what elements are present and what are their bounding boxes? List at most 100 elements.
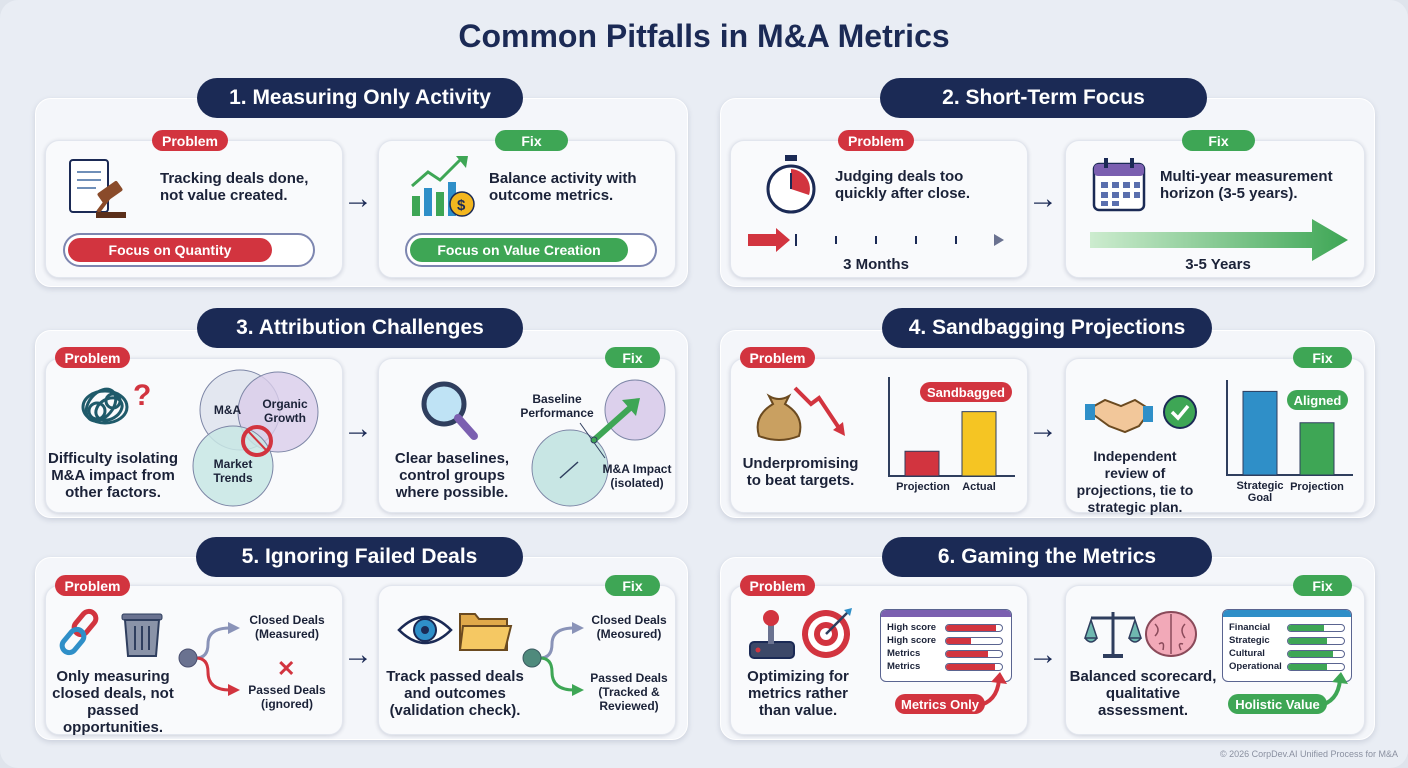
bar-projection [1299,422,1335,476]
fix-badge: Fix [605,575,660,596]
venn-label-market: Market Trends [213,457,253,485]
problem-badge: Problem [152,130,228,151]
problem-text: Difficulty isolating M&A impact from oth… [48,450,179,501]
bar-strategic-goal [1242,390,1278,476]
document-gavel-icon [69,159,126,218]
fix-text: Independent review of projections, tie t… [1076,448,1194,515]
joystick-target-icon [749,608,852,659]
problem-text: Only measuring closed deals, not passed … [52,668,174,736]
score-track [945,649,1003,658]
venn-label-organic: Organic Growth [262,397,308,425]
fix-text: Balanced scorecard, qualitative assessme… [1069,668,1217,719]
fix-badge: Fix [1293,575,1352,596]
score-label: Metrics [887,661,921,672]
score-row: Cultural [1223,647,1351,660]
section-3-title: 3. Attribution Challenges [197,308,523,348]
problem-badge: Problem [55,575,130,596]
growth-chart-dollar-icon: $ [411,156,475,217]
score-fill [946,663,996,670]
footer-copyright: © 2026 CorpDev.AI Unified Process for M&… [1219,749,1398,759]
money-bag-down-icon [756,386,845,441]
fix-text: Track passed deals and outcomes (validat… [386,668,524,719]
score-row: Metrics [881,660,1011,673]
section-2-title: 2. Short-Term Focus [880,78,1207,118]
score-fill [1288,624,1325,631]
fix-badge: Fix [495,130,568,151]
score-fill [946,650,988,657]
score-track [945,662,1003,671]
arrow-right-icon: → [1028,412,1058,445]
score-label: Cultural [1229,648,1265,659]
metrics-only-tag: Metrics Only [895,694,985,714]
baseline-impact-diagram [531,379,666,507]
bar-actual [961,411,997,477]
score-label: High score [887,635,937,646]
problem-badge: Problem [838,130,914,151]
score-label: Metrics [887,648,921,659]
arrow-right-icon: → [343,638,373,671]
arrow-right-icon: → [343,412,373,445]
closed-deals-label: Closed Deals (Measured) [249,613,325,641]
score-track [945,636,1003,645]
bar-projection [904,450,940,477]
score-row: Financial [1223,621,1351,634]
score-fill [1288,637,1328,644]
scales-brain-icon [1083,611,1197,658]
score-label: Strategic [1229,635,1270,646]
score-label: Operational [1229,661,1282,672]
arrow-right-icon: → [343,182,373,215]
bar-label: Projection [1290,481,1344,493]
fix-badge: Fix [1293,347,1352,368]
score-track [1287,636,1345,645]
tangle-question-icon: ? [81,379,151,425]
quantity-bar-fill: Focus on Quantity [68,238,272,262]
problem-text: Underpromising to beat targets. [742,455,859,489]
section-6-title: 6. Gaming the Metrics [882,537,1212,577]
arrow-right-icon: → [1028,638,1058,671]
score-row: High score [881,634,1011,647]
score-label: High score [887,622,937,633]
passed-deals-label: Passed Deals (Tracked & Reviewed) [590,671,668,713]
timeline-label: 3-5 Years [1185,256,1251,273]
x-mark-icon: ✕ [277,656,296,681]
stopwatch-icon [766,155,816,214]
svg-text:$: $ [457,197,466,214]
fix-badge: Fix [1182,130,1255,151]
score-track [945,623,1003,632]
score-track [1287,649,1345,658]
score-row: Operational [1223,660,1351,673]
impact-label: M&A Impact (isolated) [602,462,672,490]
calendar-icon [1092,158,1146,212]
score-row: Metrics [881,647,1011,660]
value-bar-fill: Focus on Value Creation [410,238,628,262]
venn-diagram [192,369,319,507]
aligned-tag: Aligned [1287,390,1348,410]
problem-badge: Problem [740,575,815,596]
section-5-title: 5. Ignoring Failed Deals [196,537,523,577]
section-1-title: 1. Measuring Only Activity [197,78,523,118]
bar-label: Strategic Goal [1236,480,1284,504]
venn-label-ma: M&A [213,403,242,417]
score-fill [1288,663,1328,670]
short-timeline [748,228,1004,252]
problem-text: Optimizing for metrics rather than value… [747,668,849,719]
timeline-label: 3 Months [843,256,909,273]
svg-text:?: ? [133,379,151,412]
problem-text: Judging deals too quickly after close. [835,168,971,202]
bar-label: Actual [962,481,996,493]
score-track [1287,662,1345,671]
score-row: High score [881,621,1011,634]
problem-text: Tracking deals done, not value created. [160,170,309,204]
score-label: Financial [1229,622,1271,633]
problem-badge: Problem [740,347,815,368]
tracked-branch-diagram [522,622,584,696]
bar-label: Projection [896,481,950,493]
sandbagged-tag: Sandbagged [920,382,1012,402]
fix-text: Balance activity with outcome metrics. [489,170,637,204]
closed-deals-label: Closed Deals (Meosured) [591,613,667,641]
score-track [1287,623,1345,632]
deal-branch-diagram [178,622,240,696]
problem-badge: Problem [55,347,130,368]
eye-folder-icon [397,613,513,651]
